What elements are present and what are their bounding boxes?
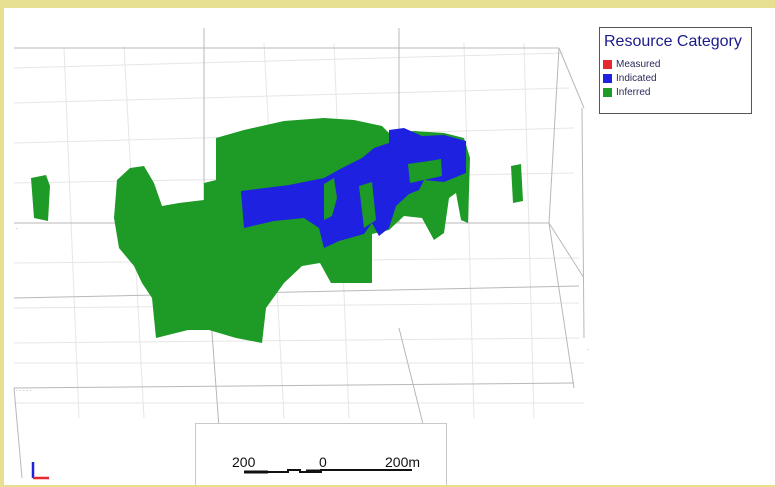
inferred-swatch (603, 87, 612, 97)
grid-tick-label: - - - - - (16, 388, 32, 394)
measured-swatch (603, 59, 612, 69)
legend-item-measured: Measured (603, 58, 660, 70)
indicated-swatch (603, 73, 612, 83)
orebody-inferred-overlay (324, 159, 442, 228)
scale-bar-graphic (244, 469, 412, 474)
scale-bar: 200 0 200m (195, 423, 447, 485)
orebody-indicated[interactable] (241, 128, 466, 248)
grid-tick-label: - (16, 226, 18, 232)
legend-item-indicated: Indicated (603, 72, 657, 84)
scale-label-right: 200m (385, 454, 421, 470)
legend-item-inferred: Inferred (603, 86, 650, 98)
xyz-axis-triad-icon (31, 462, 49, 480)
indicated-block (241, 128, 466, 248)
legend-label: Measured (616, 58, 661, 70)
3d-scene[interactable]: - - - - - - - (4, 8, 775, 487)
legend-label: Indicated (616, 72, 657, 84)
resource-category-legend: Resource Category Measured Indicated Inf… (599, 27, 752, 114)
inferred-left-fragment (31, 175, 50, 221)
grid-tick-labels: - - - - - - - (16, 226, 589, 394)
grid-tick-label: - (587, 347, 589, 353)
inferred-right-fragment (511, 164, 523, 203)
legend-label: Inferred (616, 86, 651, 98)
legend-title: Resource Category (604, 33, 742, 50)
scale-label-center: 0 (319, 454, 327, 470)
scale-label-left: 200 (232, 454, 256, 470)
